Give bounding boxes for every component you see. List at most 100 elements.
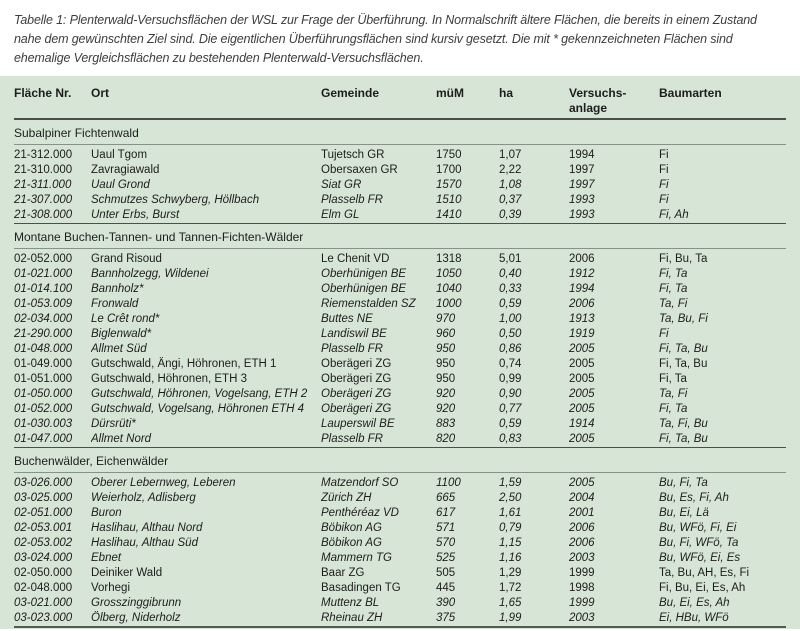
cell-baumarten: Bu, WFö, Fi, Ei (659, 522, 737, 534)
table-row: 21-311.000 Uaul Grond Siat GR 1570 1,08 … (14, 178, 786, 193)
table-row: 21-307.000 Schmutzes Schwyberg, Höllbach… (14, 193, 786, 208)
cell-gemeinde: Plasselb FR (321, 433, 383, 445)
cell-muem: 665 (436, 492, 456, 504)
cell-ha: 0,90 (499, 388, 522, 400)
cell-baumarten: Ta, Fi (659, 298, 688, 310)
cell-ort: Ebnet (91, 552, 122, 564)
cell-ha: 0,99 (499, 373, 522, 385)
cell-flaeche-nr: 01-021.000 (14, 268, 73, 280)
cell-ort: Zavragiawald (91, 164, 160, 176)
cell-flaeche-nr: 02-048.000 (14, 582, 73, 594)
cell-muem: 950 (436, 373, 456, 385)
cell-flaeche-nr: 01-014.100 (14, 283, 73, 295)
cell-ha: 0,40 (499, 268, 522, 280)
cell-baumarten: Ta, Fi (659, 388, 688, 400)
cell-muem: 1000 (436, 298, 462, 310)
cell-gemeinde: Basadingen TG (321, 582, 401, 594)
cell-baumarten: Fi (659, 164, 669, 176)
table-row: 01-048.000 Allmet Süd Plasselb FR 950 0,… (14, 342, 786, 357)
table-row: 02-034.000 Le Crêt rond* Buttes NE 970 1… (14, 312, 786, 327)
cell-ort: Fronwald (91, 298, 139, 310)
cell-versuchsanlage: 1919 (569, 328, 595, 340)
cell-gemeinde: Oberhünigen BE (321, 268, 407, 280)
caption-line-3: ehemalige Vergleichsflächen zu bestehend… (14, 51, 424, 65)
cell-muem: 970 (436, 313, 456, 325)
cell-versuchsanlage: 2004 (569, 492, 595, 504)
table-row: 03-021.000 Grosszinggibrunn Muttenz BL 3… (14, 596, 786, 611)
cell-muem: 960 (436, 328, 456, 340)
cell-ort: Allmet Nord (91, 433, 152, 445)
cell-ha: 0,86 (499, 343, 522, 355)
cell-ha: 0,83 (499, 433, 522, 445)
table-section: Buchenwälder, Eichenwälder 03-026.000 Ob… (14, 448, 786, 628)
cell-flaeche-nr: 02-053.002 (14, 537, 73, 549)
cell-muem: 390 (436, 597, 456, 609)
cell-ha: 0,77 (499, 403, 522, 415)
cell-versuchsanlage: 2005 (569, 388, 595, 400)
cell-ort: Dürsrüti* (91, 418, 136, 430)
cell-gemeinde: Landiswil BE (321, 328, 387, 340)
cell-versuchsanlage: 2005 (569, 343, 595, 355)
cell-ort: Gutschwald, Ängi, Höhronen, ETH 1 (91, 358, 277, 370)
cell-gemeinde: Böbikon AG (321, 537, 382, 549)
cell-versuchsanlage: 2005 (569, 433, 595, 445)
cell-ort: Unter Erbs, Burst (91, 209, 180, 221)
cell-ha: 5,01 (499, 253, 522, 265)
cell-ha: 0,59 (499, 418, 522, 430)
table-row: 03-024.000 Ebnet Mammern TG 525 1,16 200… (14, 551, 786, 566)
cell-versuchsanlage: 2006 (569, 537, 595, 549)
cell-ort: Schmutzes Schwyberg, Höllbach (91, 194, 260, 206)
cell-versuchsanlage: 1998 (569, 582, 595, 594)
cell-versuchsanlage: 1993 (569, 194, 595, 206)
cell-gemeinde: Riemenstalden SZ (321, 298, 416, 310)
cell-baumarten: Fi (659, 149, 669, 161)
column-header-baumarten: Baumarten (659, 86, 722, 100)
table-row: 02-050.000 Deiniker Wald Baar ZG 505 1,2… (14, 566, 786, 581)
cell-muem: 571 (436, 522, 456, 534)
cell-muem: 445 (436, 582, 456, 594)
cell-ort: Deiniker Wald (91, 567, 163, 579)
cell-versuchsanlage: 2005 (569, 403, 595, 415)
cell-ort: Bannholzegg, Wildenei (91, 268, 209, 280)
cell-flaeche-nr: 03-025.000 (14, 492, 73, 504)
cell-baumarten: Fi, Ah (659, 209, 689, 221)
cell-flaeche-nr: 01-053.009 (14, 298, 73, 310)
cell-baumarten: Bu, Fi, WFö, Ta (659, 537, 739, 549)
table-row: 01-021.000 Bannholzegg, Wildenei Oberhün… (14, 267, 786, 282)
cell-ha: 1,59 (499, 477, 522, 489)
cell-flaeche-nr: 21-307.000 (14, 194, 73, 206)
cell-gemeinde: Tujetsch GR (321, 149, 385, 161)
cell-ort: Uaul Tgom (91, 149, 148, 161)
cell-baumarten: Bu, Fi, Ta (659, 477, 708, 489)
cell-flaeche-nr: 02-034.000 (14, 313, 73, 325)
cell-ha: 1,08 (499, 179, 522, 191)
cell-gemeinde: Muttenz BL (321, 597, 380, 609)
cell-ort: Gutschwald, Höhronen, ETH 3 (91, 373, 247, 385)
cell-muem: 950 (436, 358, 456, 370)
cell-ort: Bannholz* (91, 283, 144, 295)
cell-muem: 1510 (436, 194, 462, 206)
cell-gemeinde: Rheinau ZH (321, 612, 383, 624)
cell-ort: Allmet Süd (91, 343, 147, 355)
cell-ort: Oberer Lebernweg, Leberen (91, 477, 236, 489)
column-header-muem: müM (436, 86, 464, 100)
cell-muem: 570 (436, 537, 456, 549)
cell-flaeche-nr: 02-050.000 (14, 567, 73, 579)
cell-muem: 950 (436, 343, 456, 355)
cell-muem: 1750 (436, 149, 462, 161)
cell-flaeche-nr: 01-052.000 (14, 403, 73, 415)
cell-versuchsanlage: 2005 (569, 373, 595, 385)
cell-baumarten: Fi, Ta, Bu (659, 343, 708, 355)
table-row: 21-308.000 Unter Erbs, Burst Elm GL 1410… (14, 208, 786, 223)
cell-ort: Weierholz, Adlisberg (91, 492, 196, 504)
column-header-flaeche-nr: Fläche Nr. (14, 86, 72, 100)
cell-baumarten: Fi (659, 179, 669, 191)
cell-gemeinde: Buttes NE (321, 313, 373, 325)
cell-baumarten: Ta, Fi, Bu (659, 418, 708, 430)
section-rows: 02-052.000 Grand Risoud Le Chenit VD 131… (14, 249, 786, 448)
table-header-row: Fläche Nr. Ort Gemeinde müM ha Versuchs-… (14, 76, 786, 120)
cell-muem: 1050 (436, 268, 462, 280)
cell-versuchsanlage: 1999 (569, 597, 595, 609)
table-row: 01-049.000 Gutschwald, Ängi, Höhronen, E… (14, 357, 786, 372)
section-title: Montane Buchen-Tannen- und Tannen-Fichte… (14, 224, 786, 249)
